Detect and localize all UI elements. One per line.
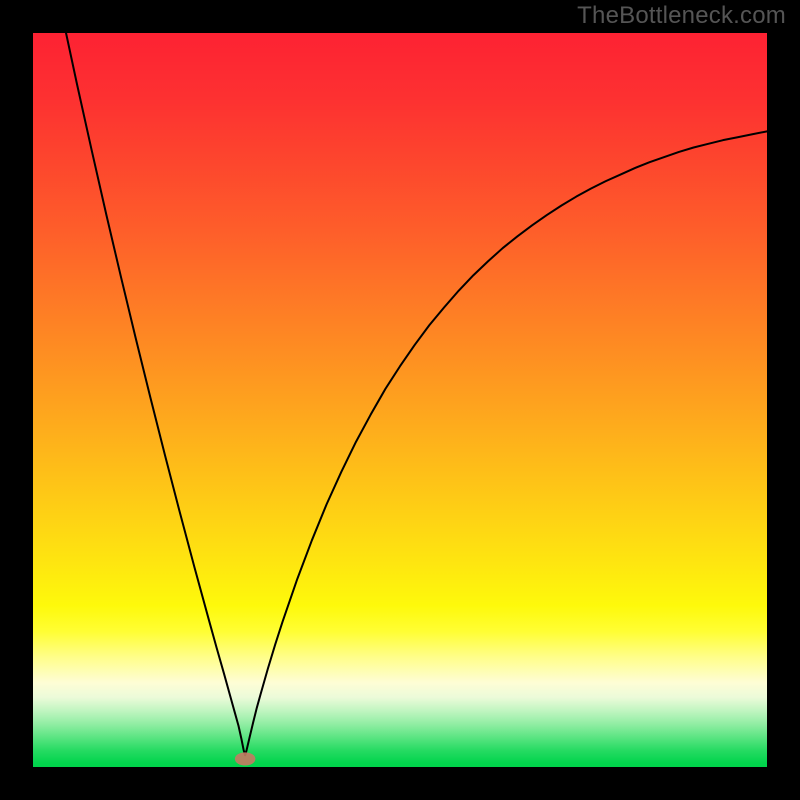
bottleneck-chart [0,0,800,800]
minimum-marker [235,752,256,765]
chart-container: TheBottleneck.com [0,0,800,800]
plot-area-background [33,33,767,767]
